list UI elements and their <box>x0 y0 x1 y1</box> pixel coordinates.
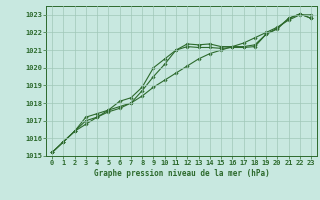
X-axis label: Graphe pression niveau de la mer (hPa): Graphe pression niveau de la mer (hPa) <box>94 169 269 178</box>
